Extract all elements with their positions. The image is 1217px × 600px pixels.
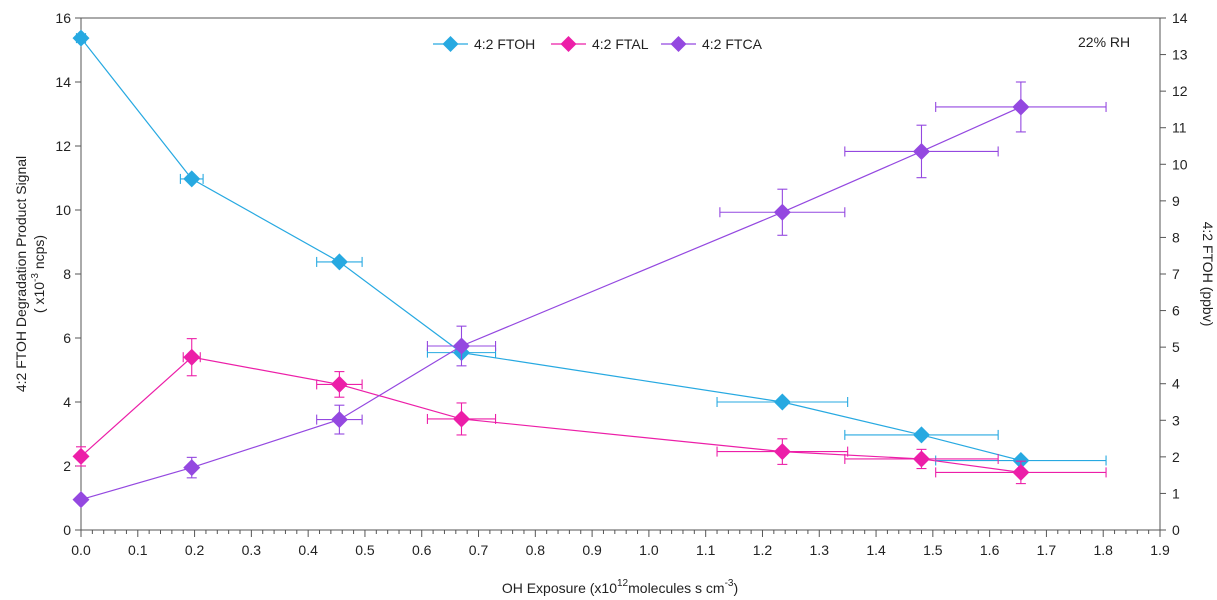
legend-item-ftal: 4:2 FTAL (551, 36, 649, 52)
x-tick-label: 0.1 (128, 542, 148, 558)
plot-frame (80, 17, 1161, 531)
y-right-tick-label: 14 (1172, 10, 1188, 26)
data-point (330, 253, 348, 271)
x-tick-label: 0.2 (185, 542, 205, 558)
x-tick-label: 1.1 (696, 542, 716, 558)
x-tick-label: 1.4 (866, 542, 886, 558)
y-right-tick-label: 7 (1172, 266, 1180, 282)
x-tick-label: 1.6 (980, 542, 1000, 558)
y-left-axis-subtitle: ( x10-3 ncps) (30, 235, 47, 313)
data-point (183, 348, 201, 366)
data-point (773, 203, 791, 221)
y-right-tick-label: 2 (1172, 449, 1180, 465)
data-point (912, 426, 930, 444)
y-right-tick-label: 10 (1172, 156, 1188, 172)
legend-item-ftca: 4:2 FTCA (661, 36, 763, 52)
y-right-tick-label: 8 (1172, 229, 1180, 245)
series-line (80, 37, 1022, 462)
legend-label-ftoh: 4:2 FTOH (474, 36, 535, 52)
data-point (773, 393, 791, 411)
y-right-axis-title: 4:2 FTOH (ppbv) (1200, 222, 1216, 327)
y-axis-left: 0 2 4 6 8 10 12 14 16 (55, 10, 81, 538)
rh-annotation: 22% RH (1078, 34, 1130, 50)
series-4-2-ftca (72, 81, 1107, 509)
x-tick-label: 1.8 (1093, 542, 1113, 558)
x-tick-label: 0.6 (412, 542, 432, 558)
x-tick-label: 0.3 (242, 542, 262, 558)
data-point (912, 450, 930, 468)
data-point (773, 443, 791, 461)
x-axis: 0.0 0.1 0.2 0.3 0.4 0.5 0.6 0.7 0.8 0.9 1.0 1.1 1.2 1… (71, 530, 1170, 558)
y-left-tick-label: 16 (55, 10, 71, 26)
y-left-tick-label: 2 (63, 458, 71, 474)
series-layer (72, 29, 1107, 509)
y-left-axis-title: 4:2 FTOH Degradation Product Signal (13, 156, 29, 392)
data-point (912, 142, 930, 160)
x-tick-label: 1.9 (1150, 542, 1170, 558)
data-point (452, 410, 470, 428)
x-tick-label: 0.8 (526, 542, 546, 558)
y-right-tick-label: 1 (1172, 485, 1180, 501)
x-tick-label: 0.7 (469, 542, 489, 558)
y-right-tick-label: 5 (1172, 339, 1180, 355)
x-tick-label: 1.5 (923, 542, 943, 558)
legend-marker-ftal (560, 36, 577, 52)
y-left-tick-label: 14 (55, 74, 71, 90)
data-point (72, 491, 90, 509)
y-right-tick-label: 0 (1172, 522, 1180, 538)
x-tick-label: 0.9 (582, 542, 602, 558)
y-left-tick-label: 8 (63, 266, 71, 282)
x-tick-label: 1.0 (639, 542, 659, 558)
data-point (330, 375, 348, 393)
x-tick-label: 0.4 (298, 542, 318, 558)
y-right-tick-label: 3 (1172, 412, 1180, 428)
series-4-2-ftoh (72, 29, 1107, 470)
legend: 4:2 FTOH 4:2 FTAL 4:2 FTCA (433, 36, 763, 52)
x-tick-label: 0.0 (71, 542, 91, 558)
y-right-tick-label: 12 (1172, 83, 1188, 99)
data-point (1012, 98, 1030, 116)
legend-marker-ftoh (442, 36, 459, 52)
data-point (72, 29, 90, 47)
y-right-tick-label: 11 (1172, 120, 1187, 136)
x-axis-title: OH Exposure (x1012molecules s cm-3) (502, 578, 738, 596)
x-tick-label: 1.3 (810, 542, 830, 558)
data-point (183, 459, 201, 477)
series-line (80, 356, 1021, 473)
legend-label-ftca: 4:2 FTCA (702, 36, 763, 52)
y-left-tick-label: 4 (63, 394, 71, 410)
data-point (452, 337, 470, 355)
y-left-tick-label: 10 (55, 202, 71, 218)
y-right-tick-label: 9 (1172, 193, 1180, 209)
y-right-tick-label: 13 (1172, 47, 1188, 63)
series-line (80, 106, 1022, 501)
legend-label-ftal: 4:2 FTAL (592, 36, 649, 52)
x-tick-label: 0.5 (355, 542, 375, 558)
y-right-tick-label: 6 (1172, 303, 1180, 319)
x-tick-label: 1.7 (1037, 542, 1057, 558)
data-point (330, 411, 348, 429)
y-left-tick-label: 12 (55, 138, 71, 154)
y-right-tick-label: 4 (1172, 376, 1180, 392)
y-left-tick-label: 0 (63, 522, 71, 538)
legend-item-ftoh: 4:2 FTOH (433, 36, 535, 52)
data-point (183, 170, 201, 188)
data-point (1012, 463, 1030, 481)
data-point (1012, 452, 1030, 470)
data-point (72, 447, 90, 465)
y-left-tick-label: 6 (63, 330, 71, 346)
legend-marker-ftca (670, 36, 687, 52)
series-4-2-ftal (72, 338, 1107, 485)
x-tick-label: 1.2 (753, 542, 773, 558)
